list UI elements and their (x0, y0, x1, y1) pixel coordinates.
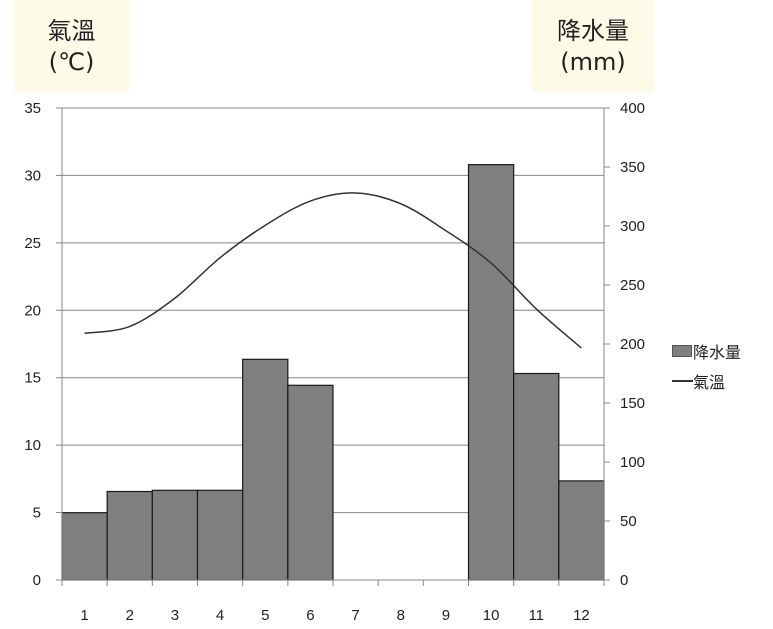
x-tick-label: 9 (442, 607, 450, 624)
left-tick-label: 30 (24, 167, 41, 184)
precipitation-bar (287, 384, 334, 581)
left-tick-label: 5 (33, 505, 41, 522)
right-tick-label: 350 (620, 159, 645, 176)
right-tick-label: 50 (620, 513, 637, 530)
temperature-line-layer (84, 192, 582, 349)
x-tick-label: 4 (216, 607, 224, 624)
x-tick-label: 1 (80, 607, 88, 624)
temperature-line (84, 192, 582, 349)
right-tick-label: 300 (620, 218, 645, 235)
left-axis-title: 氣溫 (℃) (14, 0, 129, 92)
right-tick-label: 150 (620, 395, 645, 412)
legend-item-precipitation: 降水量 (672, 336, 741, 366)
left-axis-title-line1: 氣溫 (47, 17, 96, 45)
legend-temp-label: 氣溫 (693, 373, 726, 392)
precipitation-bar (61, 512, 108, 581)
x-tick-label: 5 (261, 607, 269, 624)
right-axis-title: 降水量 (mm) (532, 0, 654, 92)
right-tick-label: 0 (620, 572, 628, 589)
precipitation-bar (513, 372, 560, 581)
left-tick-label: 15 (24, 370, 41, 387)
x-tick-label: 8 (397, 607, 405, 624)
legend: 降水量 氣溫 (672, 336, 741, 396)
right-axis-title-line2: (mm) (560, 48, 626, 76)
left-tick-label: 10 (24, 437, 41, 454)
precipitation-bar (106, 490, 153, 581)
x-tick-label: 11 (528, 607, 544, 624)
right-tick-label: 100 (620, 454, 645, 471)
legend-item-temperature: 氣溫 (672, 366, 741, 396)
precipitation-bar (196, 489, 244, 581)
left-tick-label: 25 (24, 235, 41, 252)
legend-bar-swatch (672, 345, 692, 357)
left-tick-label: 35 (24, 100, 41, 117)
right-tick-label: 200 (620, 336, 645, 353)
x-tick-label: 7 (351, 607, 359, 624)
x-tick-label: 6 (306, 607, 314, 624)
right-tick-label: 250 (620, 277, 645, 294)
left-tick-label: 0 (33, 572, 41, 589)
x-tick-label: 12 (573, 607, 590, 624)
right-axis-title-line1: 降水量 (557, 17, 629, 45)
left-tick-label: 20 (24, 302, 41, 319)
precipitation-bars (61, 164, 605, 581)
precipitation-bar (151, 489, 199, 581)
legend-precip-label: 降水量 (693, 343, 742, 362)
right-tick-label: 400 (620, 100, 645, 117)
precipitation-bar (467, 164, 515, 581)
legend-line-swatch (672, 380, 693, 382)
x-tick-label: 2 (126, 607, 134, 624)
x-tick-label: 10 (483, 607, 500, 624)
x-tick-label: 3 (171, 607, 179, 624)
precipitation-bar (558, 480, 605, 581)
precipitation-bar (242, 358, 289, 581)
left-axis-title-line2: (℃) (48, 48, 95, 76)
